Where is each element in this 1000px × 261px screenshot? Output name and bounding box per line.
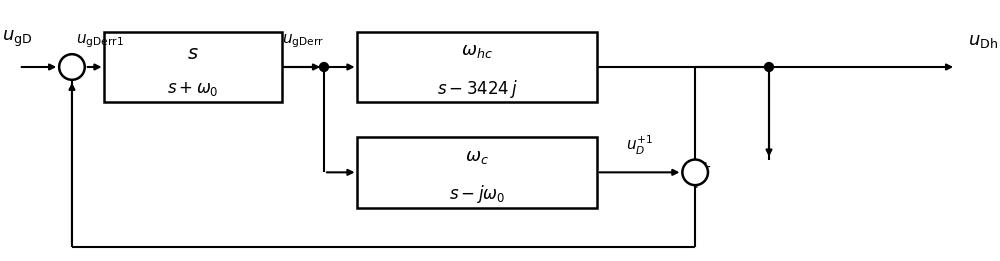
- Text: $+$: $+$: [66, 53, 78, 67]
- Text: $u_D^{+1}$: $u_D^{+1}$: [626, 133, 653, 157]
- Text: $+$: $+$: [690, 177, 703, 191]
- Circle shape: [320, 63, 328, 72]
- Text: $\omega_{hc}$: $\omega_{hc}$: [461, 42, 493, 60]
- Text: $u_{\mathrm{gD}}$: $u_{\mathrm{gD}}$: [2, 29, 32, 49]
- Circle shape: [765, 63, 773, 72]
- Text: $s$: $s$: [187, 44, 199, 63]
- Bar: [357, 137, 597, 208]
- Text: $u_{\mathrm{gDerr1}}$: $u_{\mathrm{gDerr1}}$: [76, 33, 123, 50]
- Text: $s+\omega_0$: $s+\omega_0$: [167, 80, 219, 98]
- Text: $u_{\mathrm{Dh}}$: $u_{\mathrm{Dh}}$: [968, 32, 998, 50]
- Bar: [357, 32, 597, 102]
- Text: $-$: $-$: [56, 61, 70, 79]
- Circle shape: [59, 54, 85, 80]
- Text: $u_{\mathrm{gDerr}}$: $u_{\mathrm{gDerr}}$: [282, 33, 324, 50]
- Bar: [104, 32, 282, 102]
- Text: $\omega_c$: $\omega_c$: [465, 147, 489, 165]
- Circle shape: [682, 159, 708, 185]
- Text: $s-j\omega_0$: $s-j\omega_0$: [449, 183, 505, 205]
- Text: $+$: $+$: [699, 160, 711, 174]
- Text: $s-3424\,j$: $s-3424\,j$: [437, 78, 517, 100]
